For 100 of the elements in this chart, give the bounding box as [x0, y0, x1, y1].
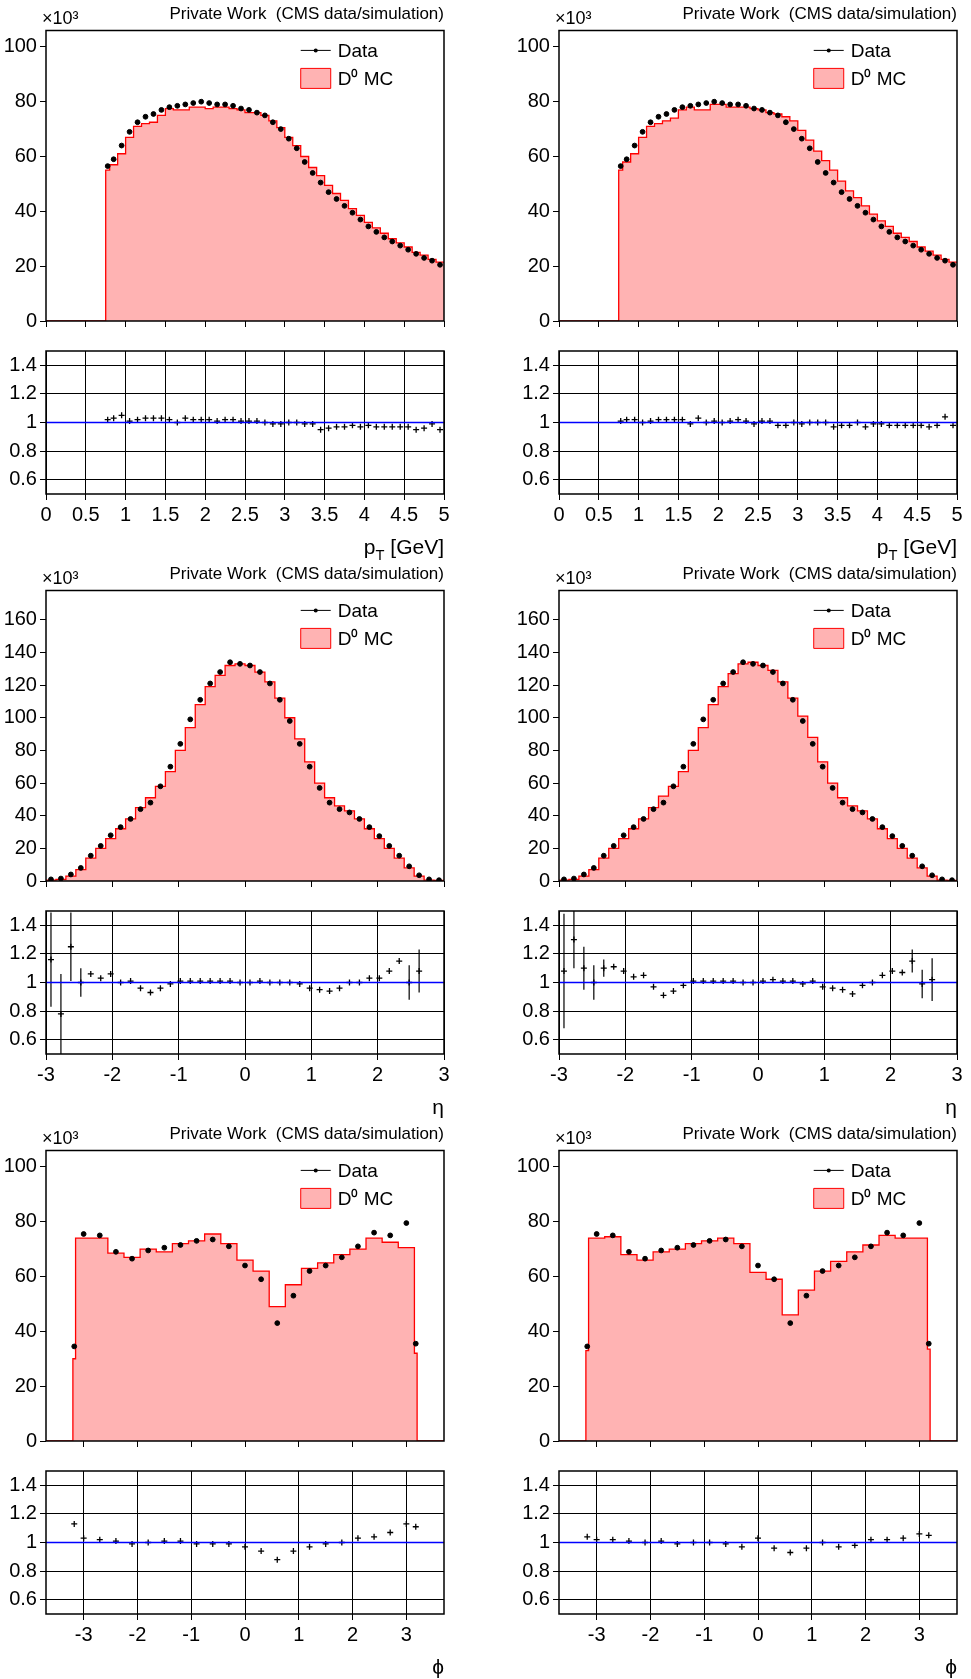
x-tick-label: -2 — [616, 1062, 635, 1085]
legend-label: D⁰ MC — [850, 1188, 907, 1210]
x-tick-label: 2 — [347, 1622, 359, 1645]
y-tick-label: 60 — [527, 1264, 550, 1287]
x-tick-label: -3 — [587, 1622, 606, 1645]
x-axis-title: η — [945, 1095, 958, 1118]
y-tick-label: 0.8 — [9, 998, 37, 1021]
y-tick-label: 100 — [516, 1154, 550, 1177]
x-tick-label: 2 — [372, 1062, 384, 1085]
legend-label: Data — [337, 1160, 379, 1182]
x-tick-label: 4.5 — [390, 502, 419, 525]
y-tick-label: 0.6 — [9, 467, 37, 490]
y-tick-label: 20 — [527, 1373, 550, 1396]
y-tick-label: 1.2 — [522, 381, 550, 404]
y-tick-label: 60 — [527, 144, 550, 167]
x-tick-label: 3 — [438, 1062, 450, 1085]
y-tick-label: 160 — [3, 607, 37, 630]
x-tick-label: 2.5 — [744, 502, 772, 525]
y-tick-label: 0 — [25, 868, 37, 891]
chart-title: Private Work (CMS data/simulation) — [682, 1123, 957, 1143]
x-tick-label: 5 — [438, 502, 450, 525]
y-tick-label: 80 — [527, 1209, 550, 1232]
y-tick-label: 1.2 — [522, 1501, 550, 1524]
chart-title: Private Work (CMS data/simulation) — [682, 3, 957, 23]
legend-label: Data — [850, 600, 892, 622]
chart-title: Private Work (CMS data/simulation) — [169, 3, 444, 23]
x-tick-label: -2 — [128, 1622, 147, 1645]
x-tick-label: 3.5 — [310, 502, 339, 525]
y-tick-label: 0.8 — [522, 998, 550, 1021]
y-tick-label: 40 — [14, 198, 37, 221]
text: ×10³ — [42, 8, 79, 29]
y-tick-label: 60 — [14, 144, 37, 167]
y-tick-label: 1.4 — [9, 912, 37, 935]
y-tick-label: 0 — [25, 308, 37, 331]
y-tick-label: 100 — [3, 34, 37, 57]
y-tick-label: 80 — [527, 89, 550, 112]
x-tick-label: -1 — [182, 1622, 201, 1645]
y-tick-label: 0 — [538, 308, 550, 331]
legend-label: D⁰ MC — [850, 68, 907, 90]
y-tick-label: 1 — [25, 410, 37, 433]
y-tick-label: 40 — [14, 1318, 37, 1341]
x-tick-label: 3 — [792, 502, 804, 525]
y-tick-label: 0 — [25, 1428, 37, 1451]
y-tick-label: 1.4 — [9, 1472, 37, 1495]
legend-label: Data — [850, 1160, 892, 1182]
x-tick-label: -3 — [74, 1622, 93, 1645]
y-tick-label: 1.4 — [9, 352, 37, 375]
y-tick-label: 1 — [538, 970, 550, 993]
y-tick-label: 80 — [527, 737, 550, 760]
y-tick-label: 120 — [516, 672, 550, 695]
y-tick-label: 100 — [516, 705, 550, 728]
legend-label: Data — [337, 40, 379, 62]
x-tick-label: 1.5 — [151, 502, 180, 525]
x-tick-label: 3 — [913, 1622, 925, 1645]
x-tick-label: -1 — [695, 1622, 714, 1645]
x-tick-label: 2 — [860, 1622, 872, 1645]
x-tick-label: 0 — [752, 1622, 764, 1645]
y-tick-label: 20 — [14, 835, 37, 858]
y-tick-label: 1.2 — [9, 1501, 37, 1524]
x-tick-label: -2 — [641, 1622, 660, 1645]
x-tick-label: 4 — [358, 502, 370, 525]
y-tick-label: 40 — [527, 803, 550, 826]
x-tick-label: 5 — [951, 502, 963, 525]
x-tick-label: 3.5 — [823, 502, 852, 525]
x-tick-label: 2 — [885, 1062, 897, 1085]
y-tick-label: 20 — [527, 253, 550, 276]
y-tick-label: 1 — [538, 410, 550, 433]
x-tick-label: -2 — [103, 1062, 122, 1085]
y-tick-label: 80 — [14, 89, 37, 112]
y-tick-label: 0.6 — [522, 467, 550, 490]
x-tick-label: 0 — [239, 1062, 251, 1085]
x-tick-label: 1 — [633, 502, 645, 525]
text: ×10³ — [42, 1128, 79, 1149]
x-tick-label: -1 — [169, 1062, 188, 1085]
y-tick-label: 0 — [538, 1428, 550, 1451]
text: ×10³ — [555, 568, 592, 589]
y-tick-label: 60 — [527, 770, 550, 793]
y-tick-label: 140 — [516, 639, 550, 662]
y-tick-label: 60 — [14, 770, 37, 793]
legend-label: D⁰ MC — [337, 68, 394, 90]
y-tick-label: 160 — [516, 607, 550, 630]
x-tick-label: 3 — [951, 1062, 963, 1085]
x-tick-label: 1.5 — [664, 502, 693, 525]
legend-label: D⁰ MC — [850, 628, 907, 650]
text: ×10³ — [42, 568, 79, 589]
x-axis-title: ϕ — [432, 1655, 444, 1678]
x-tick-label: 4 — [871, 502, 883, 525]
x-tick-label: 0.5 — [584, 502, 613, 525]
y-tick-label: 1 — [25, 1530, 37, 1553]
y-tick-label: 120 — [3, 672, 37, 695]
y-tick-label: 0.8 — [522, 1558, 550, 1581]
legend-label: Data — [337, 600, 379, 622]
y-tick-label: 20 — [14, 1373, 37, 1396]
y-tick-label: 0 — [538, 868, 550, 891]
y-tick-label: 1.2 — [522, 941, 550, 964]
x-tick-label: 0 — [239, 1622, 251, 1645]
x-tick-label: 2 — [199, 502, 211, 525]
y-tick-label: 1.4 — [522, 1472, 550, 1495]
x-tick-label: 0.5 — [71, 502, 100, 525]
y-tick-label: 20 — [527, 835, 550, 858]
